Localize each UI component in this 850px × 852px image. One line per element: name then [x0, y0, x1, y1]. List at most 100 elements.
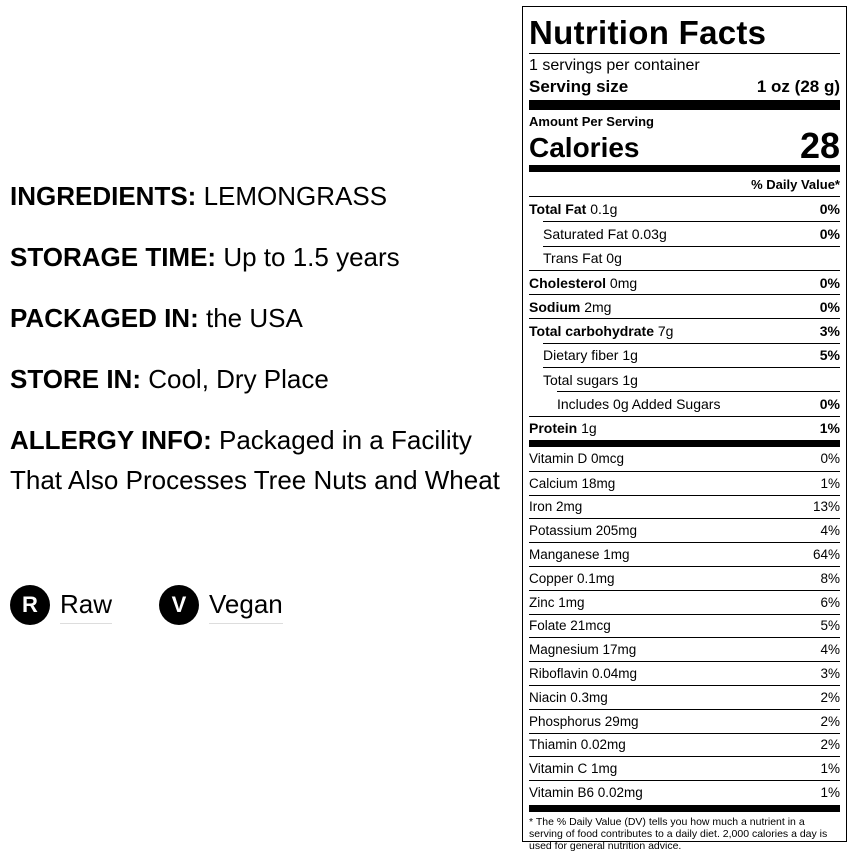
- nutrient-name: Trans Fat: [543, 250, 603, 267]
- vitamin-dv: 2%: [820, 689, 840, 705]
- nutrient-row: Dietary fiber 1g 5%: [543, 342, 840, 367]
- vitamin-name: Copper 0.1mg: [529, 570, 615, 586]
- vitamin-dv: 3%: [820, 666, 840, 682]
- vitamin-dv: 2%: [820, 737, 840, 753]
- nutrient-name: Saturated Fat: [543, 225, 628, 242]
- vitamin-row: Riboflavin 0.04mg 3%: [529, 661, 840, 685]
- nutrient-amount: 0mg: [609, 274, 638, 291]
- store-in: STORE IN: Cool, Dry Place: [10, 364, 329, 394]
- vitamin-dv: 1%: [820, 475, 840, 491]
- vegan-icon: V: [159, 585, 200, 625]
- calories: Calories 28: [529, 128, 840, 172]
- vegan-label[interactable]: Vegan: [209, 587, 283, 624]
- nutrient-dv: 0%: [819, 396, 840, 413]
- nutrient-dv: 3%: [819, 323, 840, 340]
- nutrient-row: Protein 1g 1%: [529, 415, 840, 440]
- vitamin-name: Vitamin B6 0.02mg: [529, 785, 643, 801]
- vitamin-dv: 4%: [820, 523, 840, 539]
- nutrient-row: Includes 0g Added Sugars 0%: [557, 391, 840, 415]
- allergy-info: ALLERGY INFO: Packaged in a Facility Tha…: [10, 425, 500, 495]
- nutrient-name: Sodium: [529, 298, 581, 315]
- vitamin-dv: 0%: [820, 451, 840, 467]
- footnote: * The % Daily Value (DV) tells you how m…: [529, 804, 840, 852]
- nutrient-row: Cholesterol 0mg 0%: [529, 269, 840, 294]
- vitamin-row: Phosphorus 29mg 2%: [529, 708, 840, 733]
- nutrition-facts-label: Nutrition Facts 1 servings per container…: [522, 6, 847, 852]
- vitamin-dv: 13%: [812, 499, 840, 515]
- vitamin-name: Phosphorus 29mg: [529, 713, 639, 729]
- nutrient-name: Total Fat: [529, 201, 587, 218]
- diet-badges: R Raw V Vegan: [10, 585, 330, 625]
- nutrient-row: Sodium 2mg 0%: [529, 294, 840, 318]
- vitamin-name: Zinc 1mg: [529, 594, 585, 610]
- vitamin-dv: 4%: [820, 642, 840, 658]
- vitamin-dv: 1%: [820, 785, 840, 801]
- vitamin-dv: 5%: [820, 618, 840, 634]
- vitamin-name: Niacin 0.3mg: [529, 689, 608, 705]
- vitamin-name: Riboflavin 0.04mg: [529, 666, 638, 682]
- vitamin-row: Manganese 1mg 64%: [529, 542, 840, 566]
- vitamin-name: Vitamin D 0mcg: [529, 451, 625, 467]
- storage-time: STORAGE TIME: Up to 1.5 years: [10, 242, 400, 272]
- vitamin-name: Vitamin C 1mg: [529, 761, 618, 777]
- nutrient-amount: 1g: [622, 371, 638, 388]
- vitamin-row: Iron 2mg 13%: [529, 494, 840, 519]
- vitamin-name: Folate 21mcg: [529, 618, 611, 634]
- amount-per-serving: Amount Per Serving: [529, 114, 654, 129]
- nutrient-name: Dietary fiber: [543, 347, 619, 364]
- vitamin-row: Potassium 205mg 4%: [529, 518, 840, 542]
- nutrient-name: Cholesterol: [529, 274, 607, 291]
- vitamin-row: Magnesium 17mg 4%: [529, 637, 840, 661]
- vitamin-dv: 1%: [820, 761, 840, 777]
- nutrient-dv: 1%: [819, 420, 840, 437]
- vitamin-row: Copper 0.1mg 8%: [529, 565, 840, 590]
- vitamin-name: Calcium 18mg: [529, 475, 616, 491]
- nutrient-amount: 0.03g: [631, 225, 667, 242]
- nutrient-amount: 1g: [622, 347, 638, 364]
- nutrient-row: Trans Fat 0g: [543, 245, 840, 270]
- nutrient-dv: 0%: [819, 225, 840, 242]
- servings-per-container: 1 servings per container: [529, 57, 700, 74]
- nutrient-row: Saturated Fat 0.03g 0%: [543, 221, 840, 245]
- vitamin-name: Magnesium 17mg: [529, 642, 637, 658]
- nutrient-row: Total Fat 0.1g 0%: [529, 197, 840, 221]
- nutrient-list: Total Fat 0.1g 0% Saturated Fat 0.03g 0% Tra…: [529, 197, 840, 440]
- nutrient-dv: 0%: [819, 201, 840, 218]
- raw-badge[interactable]: R Raw: [10, 585, 113, 625]
- ingredients: INGREDIENTS: LEMONGRASS: [10, 181, 388, 211]
- vitamin-dv: 2%: [820, 713, 840, 729]
- raw-icon: R: [10, 585, 50, 625]
- vitamin-row: Thiamin 0.02mg 2%: [529, 732, 840, 757]
- serving-size: Serving size 1 oz (28 g): [529, 76, 840, 110]
- nutrient-name: Includes 0g Added Sugars: [557, 396, 721, 413]
- vitamin-list: Vitamin D 0mcg 0% Calcium 18mg 1% Iron 2mg 13…: [529, 439, 840, 804]
- vitamin-row: Vitamin D 0mcg 0%: [529, 447, 840, 471]
- vitamin-name: Thiamin 0.02mg: [529, 737, 626, 753]
- vitamin-dv: 6%: [820, 594, 840, 610]
- nutrient-dv: 5%: [819, 347, 840, 364]
- packaged-in: PACKAGED IN: the USA: [10, 303, 303, 333]
- vitamin-name: Iron 2mg: [529, 499, 583, 515]
- daily-value-header: % Daily Value*: [529, 172, 840, 197]
- nutrient-row: Total sugars 1g: [543, 367, 840, 391]
- vitamin-name: Manganese 1mg: [529, 547, 630, 563]
- raw-label[interactable]: Raw: [60, 587, 113, 624]
- nutrient-row: Total carbohydrate 7g 3%: [529, 318, 840, 342]
- product-info: INGREDIENTS: LEMONGRASS STORAGE TIME: Up…: [10, 176, 520, 521]
- nutrient-amount: 0.1g: [590, 201, 618, 218]
- nutrient-name: Total sugars: [543, 371, 619, 388]
- nutrient-amount: 2mg: [584, 298, 612, 315]
- vitamin-name: Potassium 205mg: [529, 523, 638, 539]
- nutrient-amount: 1g: [581, 420, 597, 437]
- nutrient-dv: 0%: [819, 298, 840, 315]
- nutrient-name: Total carbohydrate: [529, 323, 654, 340]
- vitamin-row: Zinc 1mg 6%: [529, 589, 840, 614]
- vitamin-row: Niacin 0.3mg 2%: [529, 684, 840, 709]
- nutrient-name: Protein: [529, 420, 578, 437]
- nutrient-dv: 0%: [819, 274, 840, 291]
- vegan-badge[interactable]: V Vegan: [159, 585, 283, 625]
- nutrient-amount: 0g: [606, 250, 622, 267]
- vitamin-row: Vitamin B6 0.02mg 1%: [529, 780, 840, 804]
- vitamin-dv: 8%: [820, 570, 840, 586]
- vitamin-row: Folate 21mcg 5%: [529, 613, 840, 638]
